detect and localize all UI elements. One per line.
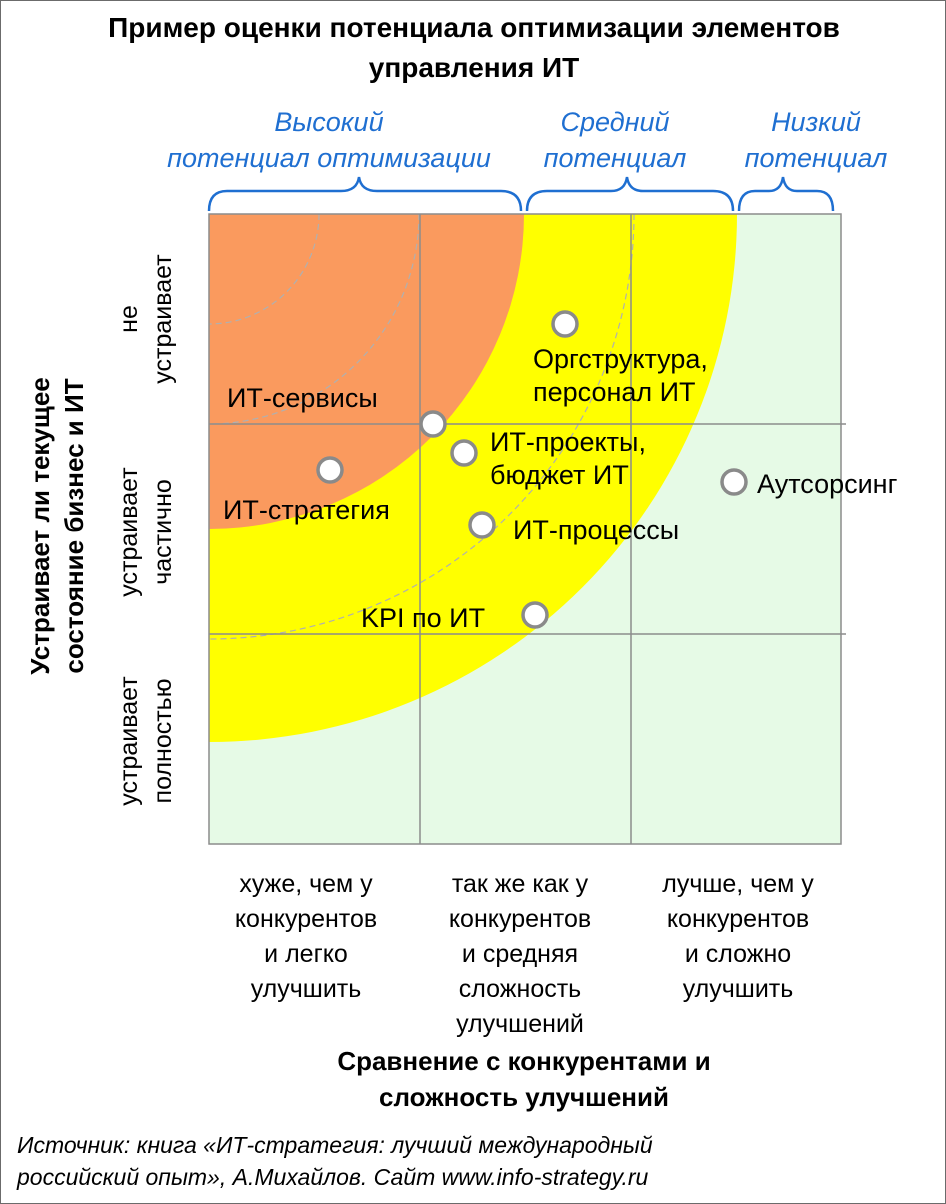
x-level-worse-line-2: конкурентов (235, 905, 377, 933)
brace-medium (525, 176, 735, 212)
y-level-partial: устраивает частично (115, 467, 177, 597)
x-axis-title-line-1: Сравнение с конкурентами и (337, 1046, 710, 1076)
x-axis-title-line-2: сложность улучшений (379, 1082, 669, 1112)
label-it-projects-line-2: бюджет ИТ (490, 460, 629, 490)
label-it-projects-line-1: ИТ-проекты, (490, 427, 646, 457)
zone-high-potential (209, 214, 524, 529)
label-orgstructure-line-2: персонал ИТ (533, 377, 696, 407)
x-level-worse-line-4: улучшить (251, 975, 362, 1003)
point-it-strategy (316, 456, 344, 484)
y-level-satisfied-line-1: устраивает (115, 676, 143, 806)
x-level-same-line-5: улучшений (456, 1010, 584, 1038)
y-axis-title-line-2: состояние бизнес и ИТ (59, 378, 89, 673)
x-level-same-line-1: так же как у (452, 870, 589, 898)
grid-border (208, 213, 842, 845)
y-level-partial-line-1: устраивает (115, 467, 143, 597)
point-labels: Оргструктура, персонал ИТ ИТ-сервисы ИТ-… (223, 344, 898, 633)
label-orgstructure-line-1: Оргструктура, (533, 344, 708, 374)
data-points (316, 310, 748, 629)
bracket-high-line-2: потенциал оптимизации (167, 143, 491, 173)
bracket-high-line-1: Высокий (274, 107, 383, 137)
y-level-unsatisfied-line-2: устраивает (149, 254, 177, 384)
point-orgstructure (551, 310, 579, 338)
x-level-worse: хуже, чем у конкурентов и легко улучшить (235, 870, 377, 1003)
label-it-services: ИТ-сервисы (227, 383, 378, 413)
point-outsourcing (720, 468, 748, 496)
grid-lines (208, 213, 846, 845)
label-it-processes: ИТ-процессы (513, 515, 679, 545)
zone-group (209, 214, 841, 844)
x-level-better-line-1: лучше, чем у (662, 870, 814, 898)
y-level-unsatisfied-line-1: не (115, 305, 143, 333)
y-level-unsatisfied: не устраивает (115, 254, 177, 384)
brace-low (737, 176, 835, 212)
point-it-projects (450, 439, 478, 467)
x-level-better-line-4: улучшить (683, 975, 794, 1003)
x-level-better: лучше, чем у конкурентов и сложно улучши… (662, 870, 814, 1003)
y-level-satisfied: устраивает полностью (115, 676, 177, 806)
source-line-1: Источник: книга «ИТ-стратегия: лучший ме… (17, 1132, 653, 1158)
point-it-services (419, 410, 447, 438)
x-level-better-line-2: конкурентов (667, 905, 809, 933)
x-level-same-line-3: и средняя (462, 940, 578, 968)
label-kpi: KPI по ИТ (361, 603, 485, 633)
label-outsourcing: Аутсорсинг (757, 469, 898, 499)
y-axis-title: Устраивает ли текущее состояние бизнес и… (25, 377, 89, 674)
bracket-low-line-1: Низкий (771, 107, 861, 137)
y-axis-title-line-1: Устраивает ли текущее (25, 377, 55, 674)
bracket-low-line-2: потенциал (745, 143, 888, 173)
bracket-medium-line-1: Средний (560, 107, 669, 137)
label-it-strategy: ИТ-стратегия (223, 495, 390, 525)
x-level-worse-line-1: хуже, чем у (239, 870, 373, 898)
y-level-satisfied-line-2: полностью (149, 679, 177, 804)
point-it-processes (468, 511, 496, 539)
bracket-medium-line-2: потенциал (544, 143, 687, 173)
title-line-1: Пример оценки потенциала оптимизации эле… (108, 12, 840, 43)
title-line-2: управления ИТ (369, 52, 579, 83)
x-level-better-line-3: и сложно (685, 940, 791, 968)
x-level-same-line-4: сложность (459, 975, 581, 1003)
brace-high (207, 176, 523, 212)
x-level-same-line-2: конкурентов (449, 905, 591, 933)
source-line-2: российский опыт», А.Михайлов. Сайт www.i… (16, 1164, 649, 1190)
x-level-same: так же как у конкурентов и средняя сложн… (449, 870, 591, 1038)
point-kpi (521, 601, 549, 629)
y-level-partial-line-2: частично (149, 479, 177, 585)
x-level-worse-line-3: и легко (264, 940, 348, 968)
